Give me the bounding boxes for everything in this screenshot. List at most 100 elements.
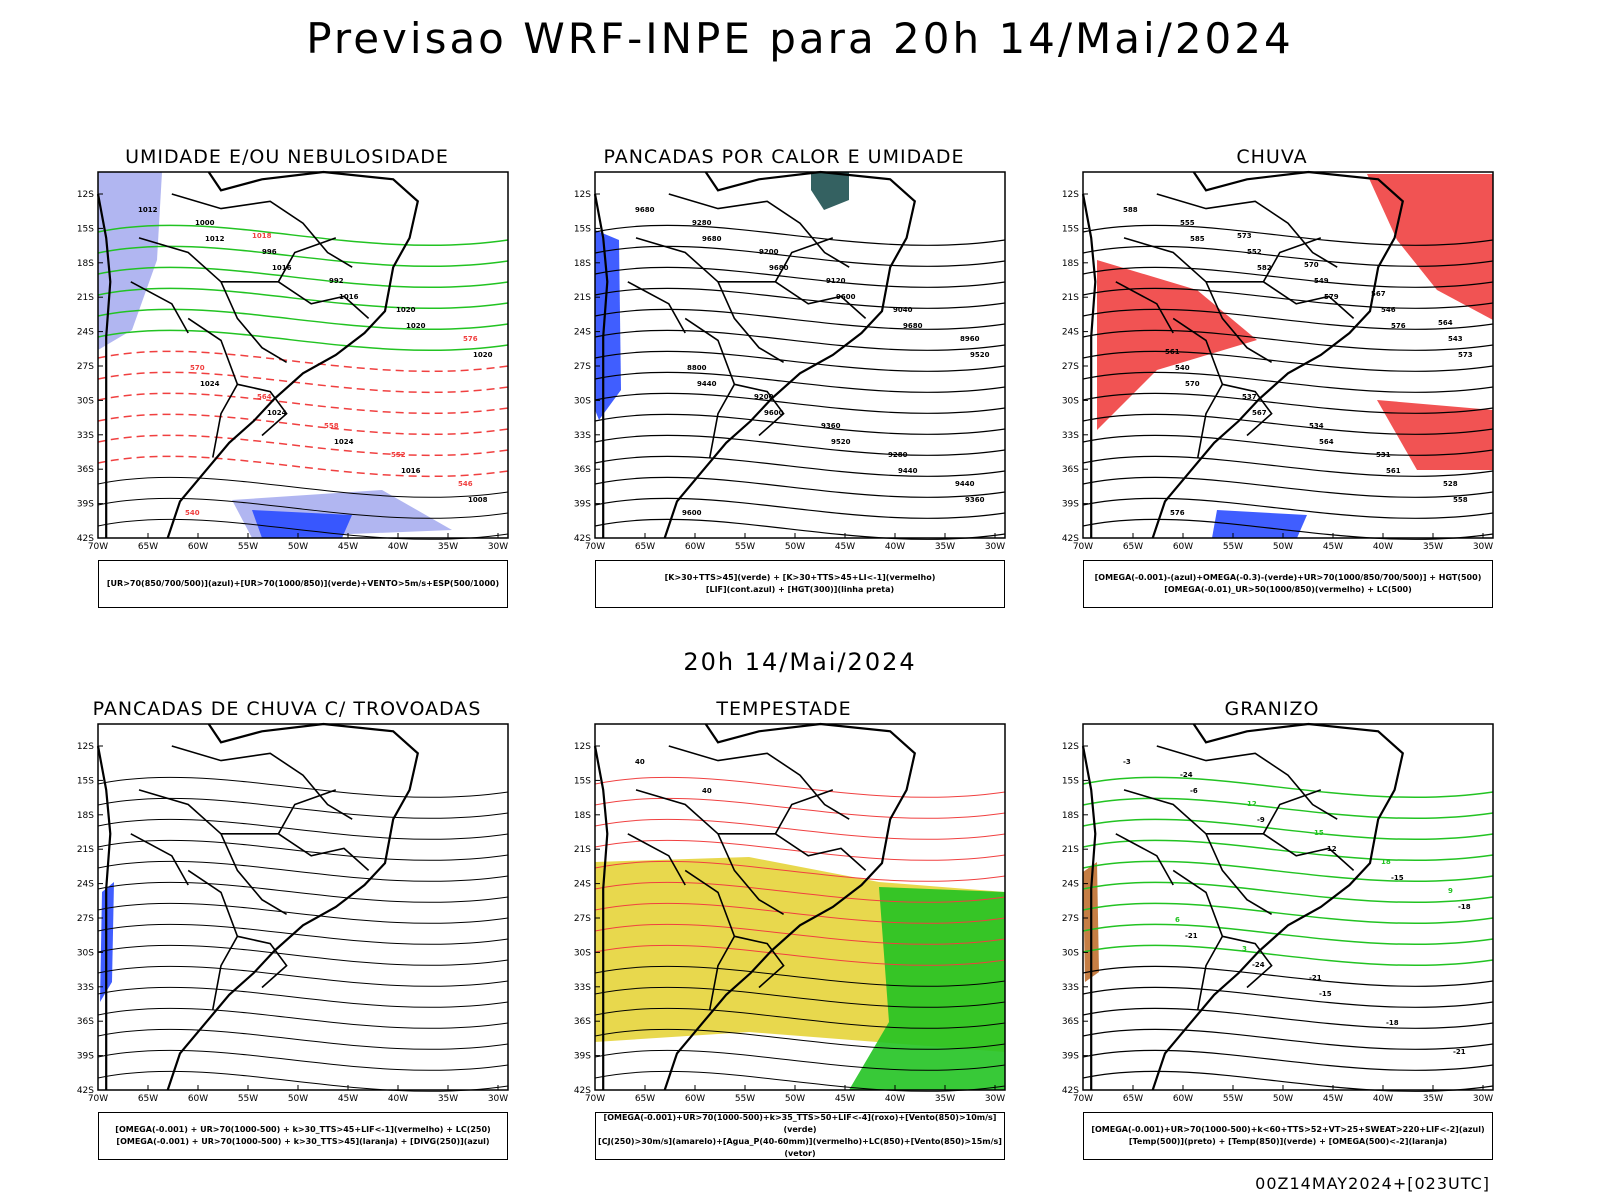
lat-label: 12S xyxy=(1062,742,1079,752)
contour-label: 552 xyxy=(1247,248,1262,256)
contour-line xyxy=(1082,797,1494,820)
map-frame xyxy=(1082,723,1494,1091)
lon-label: 55W xyxy=(735,542,755,552)
contour-label: 40 xyxy=(635,758,645,766)
panel-title: UMIDADE E/OU NEBULOSIDADE xyxy=(125,146,449,168)
lon-label: 65W xyxy=(635,1094,655,1104)
contour-line xyxy=(594,266,1006,288)
contour-label: 1020 xyxy=(396,306,416,314)
contour-label: 570 xyxy=(1185,380,1200,388)
contour-label: 555 xyxy=(1180,219,1195,227)
country-border xyxy=(718,281,867,319)
contour-label: 996 xyxy=(262,248,277,256)
contour-line xyxy=(97,476,509,498)
contour-line xyxy=(594,287,1006,309)
lat-label: 12S xyxy=(574,742,591,752)
contour-label: 1012 xyxy=(205,235,225,243)
contour-line xyxy=(1082,1028,1494,1050)
map-tempestade: 40 40 12S 15S 18S 21S 24S 27S 30S 33S 36S 39S 42S70W… xyxy=(574,722,1006,1104)
shaded-area xyxy=(1097,260,1257,430)
map-chuva: 588 585 582 579 576 573 570 567 564 561 558 555 552 5… xyxy=(1062,170,1494,552)
contour-line xyxy=(97,287,509,310)
panel-umidade: UMIDADE E/OU NEBULOSIDADE 1012 1012 1016 10… xyxy=(52,146,522,608)
contour-line xyxy=(1082,497,1494,519)
contour-line xyxy=(594,434,1006,456)
lon-label: 45W xyxy=(835,1094,855,1104)
lat-label: 30S xyxy=(574,948,591,958)
contour-line xyxy=(594,224,1006,246)
lon-label: 65W xyxy=(138,542,158,552)
contour-line xyxy=(97,497,509,519)
contour-label: 9440 xyxy=(697,380,717,388)
contour-label: 9600 xyxy=(764,409,784,417)
country-border xyxy=(1123,789,1273,915)
contour-label: 588 xyxy=(1123,206,1138,214)
coastline xyxy=(1151,170,1405,539)
lon-label: 60W xyxy=(685,542,705,552)
contour-line xyxy=(594,497,1006,519)
contour-line xyxy=(1082,413,1494,435)
west-coastline xyxy=(96,745,112,1090)
lat-label: 27S xyxy=(1062,914,1079,924)
contour-line xyxy=(594,1070,1006,1092)
coastline xyxy=(166,722,420,1091)
lon-label: 30W xyxy=(985,1094,1005,1104)
lon-label: 60W xyxy=(188,1094,208,1104)
contour-label: 9440 xyxy=(898,467,918,475)
main-title: Previsao WRF-INPE para 20h 14/Mai/2024 xyxy=(306,14,1294,63)
lat-label: 21S xyxy=(574,845,591,855)
lat-label: 21S xyxy=(1062,845,1079,855)
west-coastline xyxy=(96,193,112,538)
contour-label: 8960 xyxy=(960,335,980,343)
contour-label: 1024 xyxy=(334,438,354,446)
lon-label: 30W xyxy=(488,542,508,552)
lon-label: 30W xyxy=(1473,1094,1493,1104)
country-border xyxy=(138,789,288,915)
panel-title: PANCADAS DE CHUVA C/ TROVOADAS xyxy=(92,698,482,720)
contour-label: 9280 xyxy=(888,451,908,459)
lat-label: 27S xyxy=(574,362,591,372)
lat-label: 30S xyxy=(77,948,94,958)
legend-line: [Temp(500)](preto) + [Temp(850)](verde) … xyxy=(1128,1137,1448,1146)
contour-label: 573 xyxy=(1237,232,1252,240)
country-border xyxy=(668,193,850,268)
coastline xyxy=(663,170,917,539)
contour-label: 1024 xyxy=(200,380,220,388)
country-border xyxy=(668,745,850,820)
legend-chuva: [OMEGA(-0.001)-(azul)+OMEGA(-0.3)-(verde… xyxy=(1083,560,1493,608)
lon-label: 60W xyxy=(685,1094,705,1104)
lon-label: 60W xyxy=(188,542,208,552)
contour-label: 9600 xyxy=(682,509,702,517)
country-border xyxy=(734,935,785,989)
lon-label: 65W xyxy=(635,542,655,552)
lat-label: 36S xyxy=(77,1017,94,1027)
contour-line xyxy=(594,1028,1006,1050)
contour-line xyxy=(594,902,1006,924)
lat-label: 15S xyxy=(574,224,591,234)
lat-label: 33S xyxy=(574,983,591,993)
lon-label: 55W xyxy=(1223,1094,1243,1104)
lat-label: 24S xyxy=(574,880,591,890)
contour-label: 1020 xyxy=(406,322,426,330)
contour-line xyxy=(1082,1007,1494,1029)
lat-label: 12S xyxy=(1062,190,1079,200)
contour-line xyxy=(594,350,1006,372)
panel-chuva: CHUVA 588 585 582 579 576 573 570 567 564 561 558 5… xyxy=(1037,146,1507,608)
contour-label: 1024 xyxy=(267,409,287,417)
contour-label: 1016 xyxy=(339,293,359,301)
country-border xyxy=(1222,935,1273,989)
country-border xyxy=(1222,383,1273,437)
legend-line: [OMEGA(-0.001) + UR>70(1000-500) + k>30_… xyxy=(116,1137,490,1146)
lat-label: 36S xyxy=(77,465,94,475)
contour-line xyxy=(97,818,509,840)
contour-label: 543 xyxy=(1448,335,1463,343)
contour-line xyxy=(1082,308,1494,330)
country-border xyxy=(138,237,288,363)
contour-label: 1020 xyxy=(473,351,493,359)
shaded-area xyxy=(1377,400,1493,470)
lat-label: 30S xyxy=(77,396,94,406)
country-border xyxy=(1262,789,1322,835)
contour-line xyxy=(594,476,1006,498)
map-background xyxy=(98,724,508,1090)
